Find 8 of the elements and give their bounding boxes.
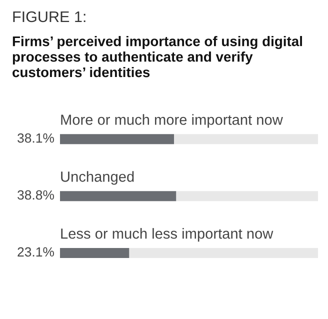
y-tick-label: Unchanged xyxy=(61,171,134,185)
chart-title: FIGURE 1: xyxy=(13,11,86,22)
data-label: 23.1% xyxy=(18,247,54,257)
data-label: 38.8% xyxy=(18,190,54,200)
data-label: 38.1% xyxy=(18,133,54,143)
chart-subtitle: Firms’ perceived importance of using digital processes to authenticate and verify customers’ identities xyxy=(12,36,302,78)
y-tick-label: Less or much less important now xyxy=(61,228,274,242)
y-tick-label: More or much more important now xyxy=(61,114,283,128)
